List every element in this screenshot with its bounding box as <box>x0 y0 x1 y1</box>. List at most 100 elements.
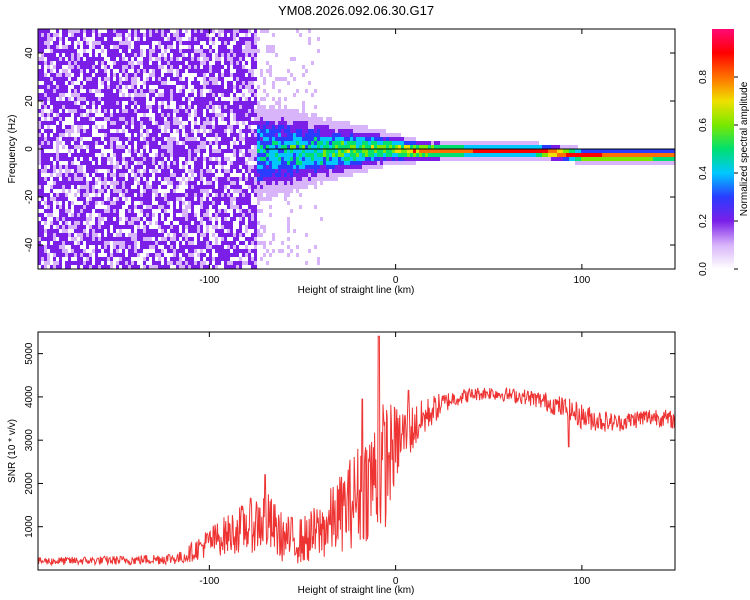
heatmap-cell <box>59 221 62 225</box>
heatmap-cell <box>68 105 71 109</box>
heatmap-cell <box>227 41 230 45</box>
heatmap-cell <box>104 145 107 149</box>
heatmap-cell <box>200 261 203 265</box>
heatmap-cell <box>44 229 47 233</box>
heatmap-cell <box>107 105 110 109</box>
heatmap-cell <box>47 37 50 41</box>
heatmap-cell <box>203 241 206 245</box>
heatmap-cell <box>188 97 191 101</box>
heatmap-cell <box>179 261 182 265</box>
heatmap-cell <box>41 81 44 85</box>
heatmap-cell <box>299 109 302 113</box>
heatmap-cell <box>254 121 257 125</box>
heatmap-cell <box>266 101 269 105</box>
heatmap-cell <box>185 109 188 113</box>
heatmap-cell <box>341 125 344 129</box>
heatmap-cell <box>182 169 185 173</box>
heatmap-cell <box>155 245 158 249</box>
heatmap-cell <box>200 221 203 225</box>
heatmap-cell <box>191 265 194 269</box>
heatmap-cell <box>215 169 218 173</box>
heatmap-cell <box>146 57 149 61</box>
heatmap-cell <box>74 73 77 77</box>
heatmap-cell <box>197 157 200 161</box>
heatmap-cell <box>380 149 383 153</box>
heatmap-cell <box>62 261 65 265</box>
heatmap-cell <box>239 257 242 261</box>
heatmap-cell <box>293 169 296 173</box>
heatmap-cell <box>152 261 155 265</box>
heatmap-cell <box>164 209 167 213</box>
heatmap-cell <box>119 253 122 257</box>
heatmap-cell <box>119 197 122 201</box>
heatmap-cell <box>287 161 290 165</box>
heatmap-cell <box>287 81 290 85</box>
heatmap-cell <box>239 213 242 217</box>
heatmap-cell <box>155 237 158 241</box>
heatmap-cell <box>527 149 530 153</box>
heatmap-cell <box>395 161 398 165</box>
heatmap-cell <box>170 225 173 229</box>
heatmap-cell <box>221 45 224 49</box>
heatmap-cell <box>401 133 404 137</box>
heatmap-cell <box>407 157 410 161</box>
heatmap-cell <box>254 173 257 177</box>
heatmap-cell <box>233 145 236 149</box>
heatmap-cell <box>299 165 302 169</box>
heatmap-cell <box>122 117 125 121</box>
heatmap-cell <box>101 233 104 237</box>
heatmap-cell <box>119 261 122 265</box>
heatmap-cell <box>236 165 239 169</box>
heatmap-cell <box>38 41 41 45</box>
heatmap-cell <box>44 181 47 185</box>
heatmap-cell <box>293 137 296 141</box>
heatmap-cell <box>68 161 71 165</box>
heatmap-cell <box>38 233 41 237</box>
heatmap-cell <box>146 209 149 213</box>
heatmap-cell <box>293 193 296 197</box>
heatmap-cell <box>308 41 311 45</box>
heatmap-cell <box>218 133 221 137</box>
heatmap-cell <box>386 161 389 165</box>
heatmap-cell <box>437 149 440 153</box>
heatmap-cell <box>290 145 293 149</box>
heatmap-cell <box>410 161 413 165</box>
heatmap-cell <box>80 265 83 269</box>
heatmap-cell <box>107 129 110 133</box>
heatmap-cell <box>242 141 245 145</box>
heatmap-cell <box>314 121 317 125</box>
heatmap-cell <box>116 33 119 37</box>
heatmap-cell <box>89 97 92 101</box>
heatmap-cell <box>59 241 62 245</box>
heatmap-cell <box>449 149 452 153</box>
heatmap-cell <box>563 145 566 149</box>
heatmap-cell <box>71 65 74 69</box>
heatmap-cell <box>101 97 104 101</box>
heatmap-cell <box>56 61 59 65</box>
heatmap-cell <box>464 145 467 149</box>
heatmap-cell <box>197 185 200 189</box>
heatmap-cell <box>89 225 92 229</box>
heatmap-cell <box>83 249 86 253</box>
heatmap-cell <box>152 157 155 161</box>
heatmap-cell <box>182 101 185 105</box>
heatmap-cell <box>89 133 92 137</box>
heatmap-cell <box>248 161 251 165</box>
heatmap-cell <box>104 69 107 73</box>
heatmap-cell <box>236 249 239 253</box>
heatmap-cell <box>371 125 374 129</box>
heatmap-cell <box>245 253 248 257</box>
heatmap-cell <box>155 161 158 165</box>
heatmap-cell <box>503 145 506 149</box>
heatmap-cell <box>218 97 221 101</box>
heatmap-cell <box>452 149 455 153</box>
heatmap-cell <box>260 137 263 141</box>
heatmap-cell <box>119 53 122 57</box>
heatmap-cell <box>47 229 50 233</box>
heatmap-cell <box>521 153 524 157</box>
heatmap-cell <box>137 49 140 53</box>
heatmap-cell <box>419 153 422 157</box>
heatmap-cell <box>437 153 440 157</box>
heatmap-cell <box>131 89 134 93</box>
heatmap-cell <box>92 169 95 173</box>
